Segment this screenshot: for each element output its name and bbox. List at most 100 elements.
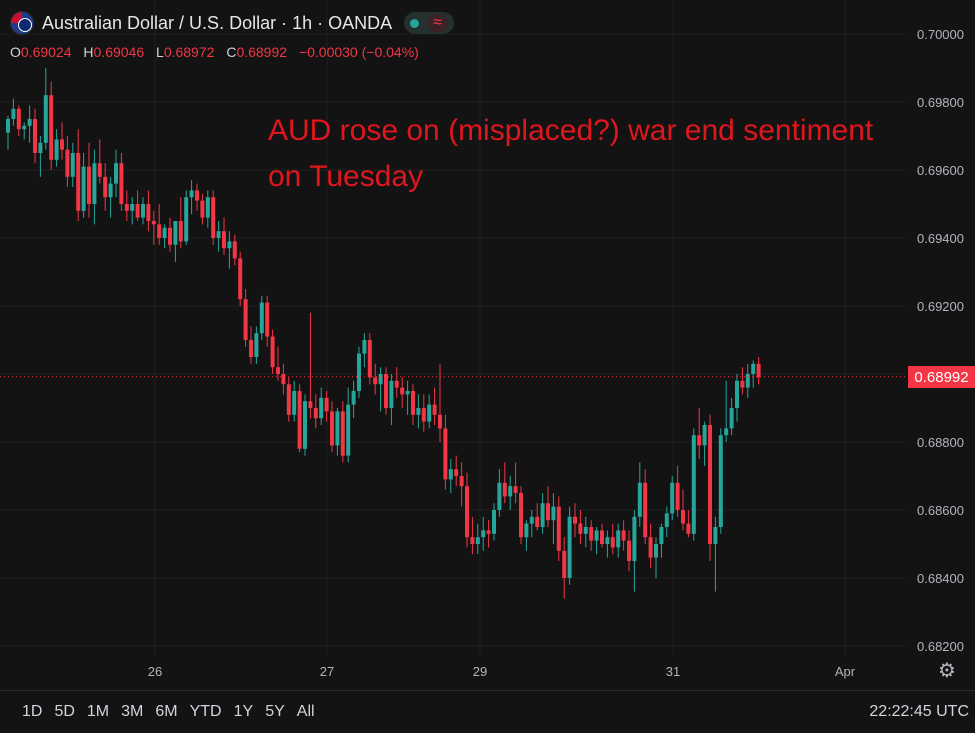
candle xyxy=(49,81,54,170)
timeframe-6m[interactable]: 6M xyxy=(155,703,178,720)
close-value: 0.68992 xyxy=(236,44,288,60)
candle-body xyxy=(632,516,637,561)
candle-body xyxy=(189,190,194,198)
candle-body xyxy=(384,374,388,408)
candle-body xyxy=(400,387,405,395)
candle xyxy=(686,510,691,538)
candle-body xyxy=(416,408,421,415)
candle-body xyxy=(16,108,21,130)
candle xyxy=(200,193,205,225)
candle-body xyxy=(211,197,216,238)
timeframe-5d[interactable]: 5D xyxy=(54,703,75,720)
candle-body xyxy=(567,516,572,578)
candle-body xyxy=(27,119,32,126)
utc-clock[interactable]: 22:22:45 UTC xyxy=(869,703,969,720)
candle-body xyxy=(448,469,453,480)
low-value: 0.68972 xyxy=(163,44,215,60)
candle-body xyxy=(173,221,178,245)
candle xyxy=(740,367,745,395)
candle-body xyxy=(432,404,437,415)
candle-body xyxy=(675,482,680,510)
candle xyxy=(259,295,264,340)
candle xyxy=(594,527,599,555)
candle xyxy=(627,530,631,572)
candle xyxy=(189,180,194,215)
candle-body xyxy=(735,380,739,408)
candle xyxy=(292,380,297,422)
timeframe-3m[interactable]: 3M xyxy=(121,703,144,720)
candle-body xyxy=(654,544,658,558)
time-tick-label: 27 xyxy=(320,664,334,679)
candle xyxy=(81,153,86,218)
price-tick-label: 0.68200 xyxy=(917,639,964,654)
candle xyxy=(616,523,621,558)
candle-body xyxy=(254,333,259,357)
candle xyxy=(222,217,226,255)
candle xyxy=(216,221,221,252)
candle xyxy=(173,221,178,262)
candle xyxy=(567,506,572,585)
candle xyxy=(119,153,124,211)
candle xyxy=(459,462,464,507)
candle xyxy=(362,333,367,368)
candle xyxy=(675,465,680,517)
candle-body xyxy=(508,486,513,497)
candle xyxy=(281,363,286,395)
timeframe-5y[interactable]: 5Y xyxy=(265,703,285,720)
candle-body xyxy=(421,408,426,422)
candle xyxy=(249,326,253,364)
candle-body xyxy=(686,523,691,534)
candle xyxy=(524,520,529,551)
market-status-pill[interactable]: ≈ xyxy=(404,12,454,34)
candle-body xyxy=(227,241,232,249)
candle-body xyxy=(443,428,448,480)
candle xyxy=(745,363,750,398)
candle xyxy=(681,489,685,531)
candle-body xyxy=(292,391,297,415)
settings-gear-icon[interactable]: ⚙ xyxy=(938,660,956,682)
price-chart[interactable]: 0.70000 0.69800 0.69600 0.69400 0.69200 0.688… xyxy=(0,0,975,690)
chart-annotation[interactable]: AUD rose on (misplaced?) war end sentime… xyxy=(268,108,968,200)
candle-body xyxy=(681,510,685,524)
candle xyxy=(211,190,216,245)
candle xyxy=(465,472,469,548)
candle xyxy=(670,476,675,521)
candle xyxy=(162,224,167,249)
candle xyxy=(60,122,64,160)
candle-body xyxy=(6,119,10,133)
candle xyxy=(195,183,199,211)
candle xyxy=(313,394,318,429)
timeframe-1d[interactable]: 1D xyxy=(22,703,43,720)
time-tick-label: 31 xyxy=(666,664,680,679)
annotation-line-2: on Tuesday xyxy=(268,160,424,193)
candle-body xyxy=(259,302,264,334)
change-value: −0.00030 (−0.04%) xyxy=(298,44,419,60)
candle-body xyxy=(394,380,399,388)
candle-body xyxy=(578,523,583,534)
price-tick-label: 0.70000 xyxy=(917,27,964,42)
timeframe-1y[interactable]: 1Y xyxy=(233,703,254,720)
timeframe-all[interactable]: All xyxy=(296,703,315,720)
candle xyxy=(232,234,237,266)
candle-body xyxy=(130,204,135,211)
candle-body xyxy=(643,482,648,538)
candle xyxy=(497,469,502,517)
timeframe-bar: 1D 5D 1M 3M 6M YTD 1Y 5Y All 22:22:45 UT… xyxy=(0,690,975,733)
candle xyxy=(600,523,604,548)
candle xyxy=(751,360,756,388)
timeframe-1m[interactable]: 1M xyxy=(86,703,110,720)
candle xyxy=(535,503,540,531)
candle-body xyxy=(70,153,75,177)
candle xyxy=(540,493,545,534)
candle-body xyxy=(556,506,561,551)
timeframe-ytd[interactable]: YTD xyxy=(189,703,222,720)
time-axis[interactable]: 26 27 29 31 Apr xyxy=(148,664,856,679)
price-axis[interactable]: 0.70000 0.69800 0.69600 0.69400 0.69200 0.688… xyxy=(917,27,964,654)
candle xyxy=(22,122,27,140)
candle-body xyxy=(454,469,459,476)
close-label: C xyxy=(226,44,237,60)
candle-body xyxy=(346,404,351,456)
candle xyxy=(124,190,129,221)
symbol-title[interactable]: Australian Dollar / U.S. Dollar · 1h · O… xyxy=(42,12,393,33)
candle xyxy=(346,387,351,463)
